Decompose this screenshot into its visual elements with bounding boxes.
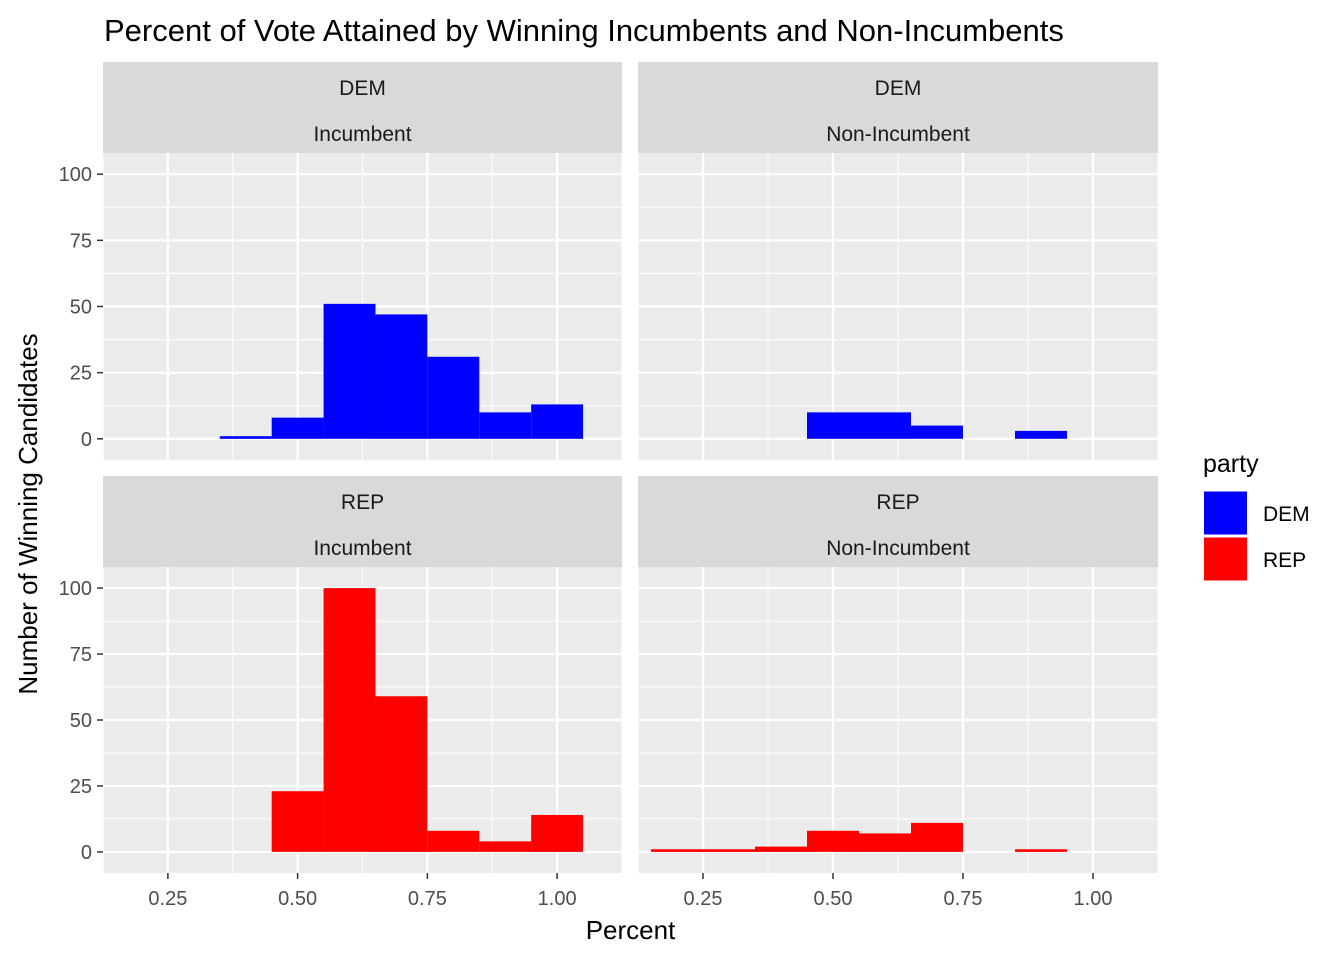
y-tick-label: 100 <box>59 164 92 186</box>
facet-panel: DEM Non-Incumbent <box>637 62 1159 460</box>
facet-strip-party-label: REP <box>341 491 384 514</box>
histogram-bar <box>271 417 324 439</box>
x-tick-label: 1.00 <box>1074 888 1113 910</box>
facet-strip <box>638 62 1158 153</box>
y-axis: 0 25 50 75 100 0 25 50 75 100 <box>59 164 103 864</box>
y-tick-label: 75 <box>70 644 92 666</box>
facet-strip <box>103 62 622 153</box>
histogram-bar <box>219 436 272 439</box>
histogram-bar <box>271 791 324 852</box>
histogram-bar <box>427 830 480 852</box>
facet-panel: REP Non-Incumbent <box>637 476 1159 873</box>
facet-strip-status-label: Incumbent <box>313 123 411 146</box>
legend-items: DEM REP <box>1203 490 1310 582</box>
legend: party DEM REP <box>1203 450 1310 582</box>
histogram-bar <box>651 849 703 852</box>
x-tick-label: 0.75 <box>944 888 983 910</box>
facet-strip-party-label: DEM <box>875 77 922 100</box>
x-tick-label: 1.00 <box>538 888 577 910</box>
histogram-bar <box>375 696 428 852</box>
legend-key <box>1203 490 1248 536</box>
facet-panel: REP Incumbent <box>102 476 623 873</box>
x-tick-label: 0.25 <box>148 888 187 910</box>
histogram-bar <box>703 849 755 852</box>
x-axis-title: Percent <box>586 915 676 945</box>
chart-title: Percent of Vote Attained by Winning Incu… <box>104 13 1064 48</box>
legend-label: DEM <box>1263 503 1310 526</box>
histogram-bar <box>531 404 584 439</box>
facet-strip <box>638 476 1158 567</box>
x-axis: 0.25 0.50 0.75 1.00 0.25 0.50 0.75 1.00 <box>148 873 1112 910</box>
legend-title: party <box>1203 450 1259 478</box>
y-tick-label: 25 <box>70 776 92 798</box>
x-tick-label: 0.75 <box>408 888 447 910</box>
facet-panel: DEM Incumbent <box>102 62 623 460</box>
histogram-bar <box>531 814 584 852</box>
histogram-bar <box>375 314 428 439</box>
histogram-bar <box>911 425 963 439</box>
y-tick-label: 100 <box>59 578 92 600</box>
histogram-bar <box>427 356 480 439</box>
histogram-bar <box>479 841 532 852</box>
x-tick-label: 0.50 <box>814 888 853 910</box>
legend-key <box>1203 536 1248 582</box>
histogram-bar <box>323 303 376 439</box>
y-tick-label: 75 <box>70 230 92 252</box>
facet-strip-party-label: REP <box>876 491 919 514</box>
histogram-bar <box>859 833 911 852</box>
facet-strip-status-label: Incumbent <box>313 537 411 560</box>
x-tick-label: 0.50 <box>278 888 317 910</box>
y-axis-title: Number of Winning Candidates <box>13 333 43 694</box>
histogram-bar <box>807 830 859 852</box>
histogram-bar <box>859 412 911 439</box>
histogram-bar <box>323 588 376 852</box>
facet-strip <box>103 476 622 567</box>
histogram-bar <box>807 412 859 439</box>
facet-panels: DEM Incumbent DEM Non-Incumbent REP Incumbent… <box>102 62 1159 873</box>
facet-strip-status-label: Non-Incumbent <box>826 123 970 146</box>
y-tick-label: 25 <box>70 363 92 385</box>
histogram-bar <box>755 846 807 852</box>
y-tick-label: 0 <box>81 429 92 451</box>
y-tick-label: 50 <box>70 297 92 319</box>
y-tick-label: 50 <box>70 710 92 732</box>
histogram-bar <box>911 822 963 852</box>
histogram-bar <box>1015 849 1067 852</box>
histogram-bar <box>1015 430 1067 439</box>
x-tick-label: 0.25 <box>684 888 723 910</box>
y-tick-label: 0 <box>81 842 92 864</box>
facet-strip-status-label: Non-Incumbent <box>826 537 970 560</box>
legend-label: REP <box>1263 549 1306 572</box>
histogram-bar <box>479 412 532 439</box>
facet-strip-party-label: DEM <box>339 77 386 100</box>
